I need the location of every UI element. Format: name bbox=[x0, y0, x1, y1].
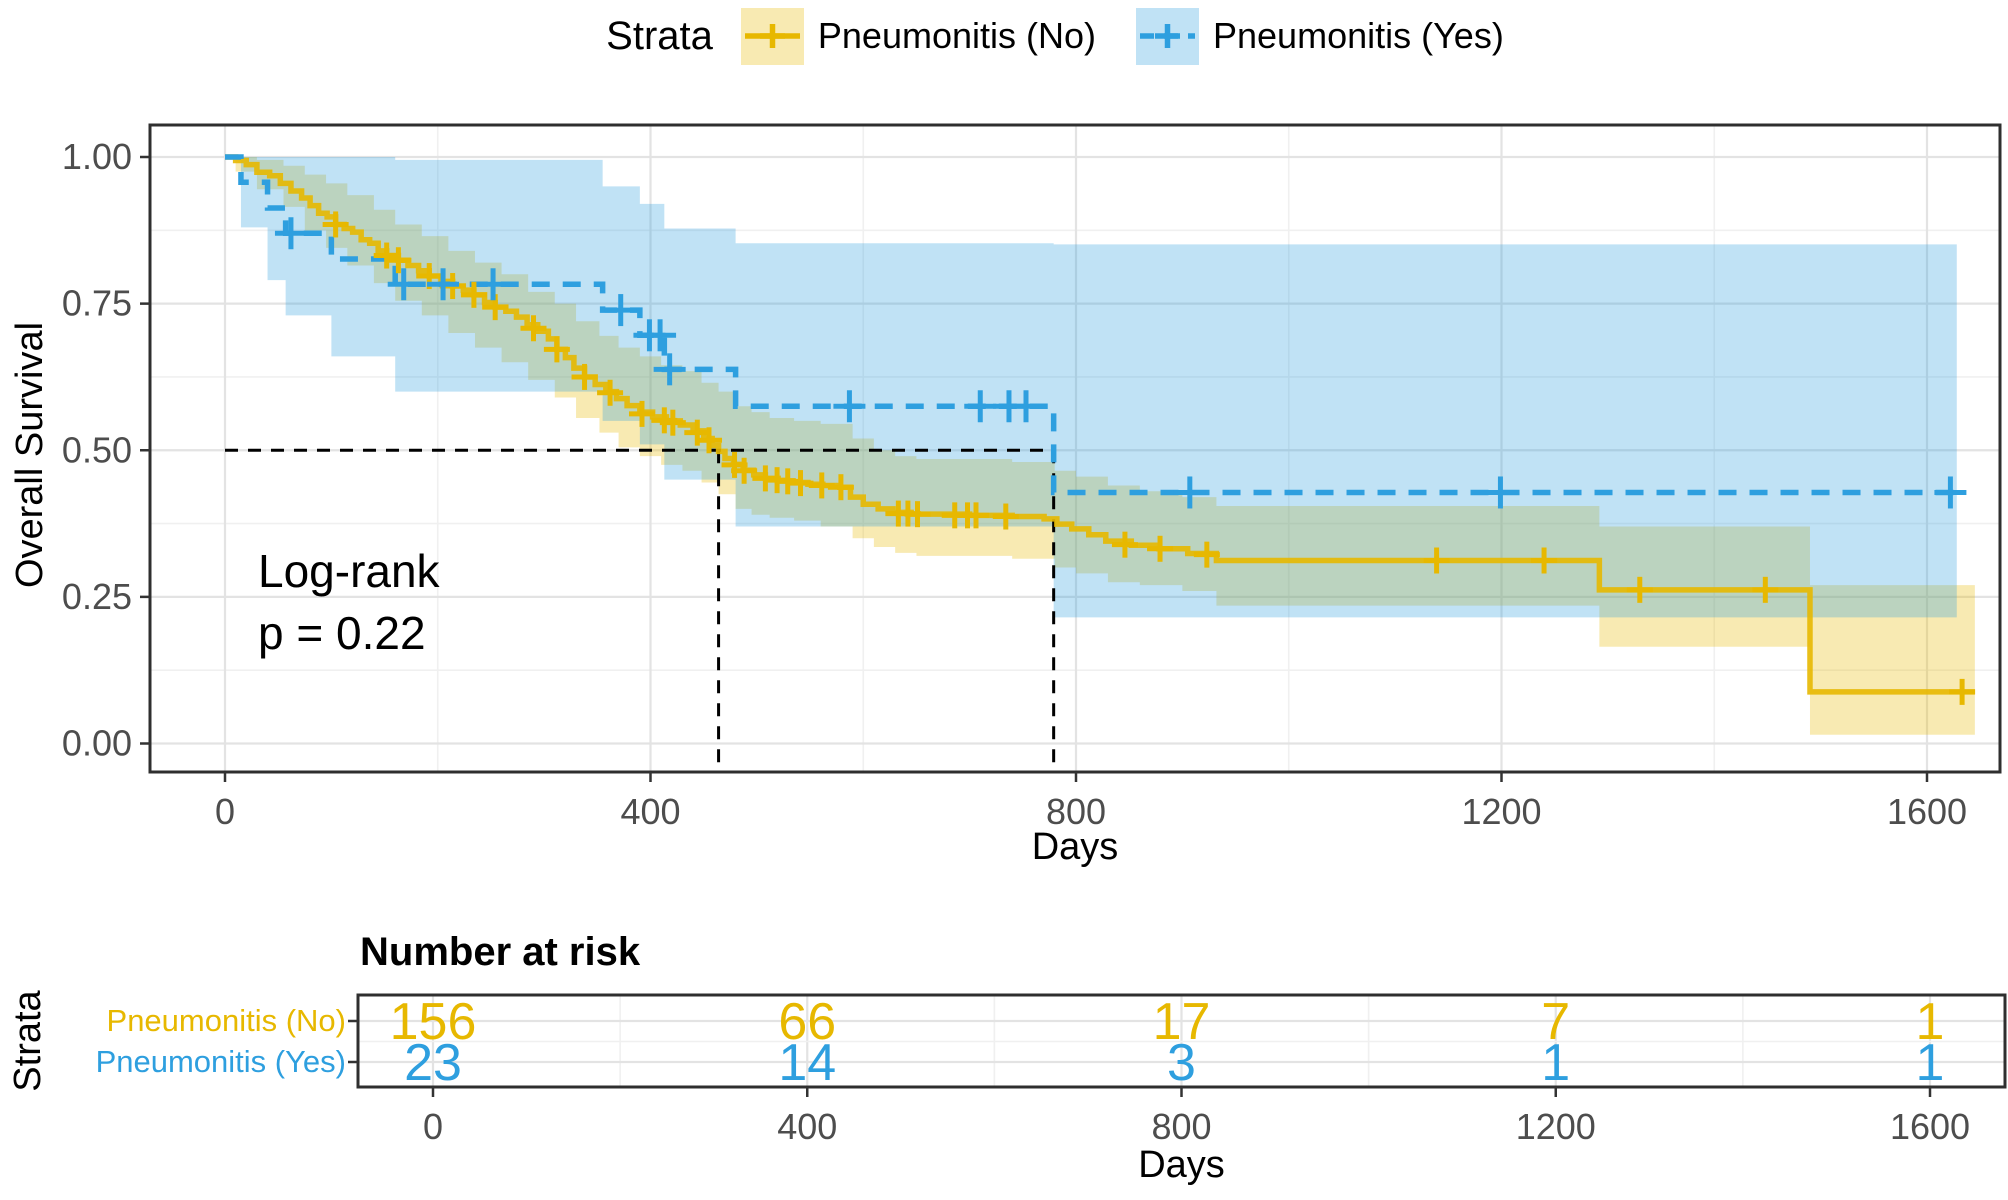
svg-text:0.00: 0.00 bbox=[62, 723, 132, 764]
svg-text:1.00: 1.00 bbox=[62, 136, 132, 177]
legend-key-yes-icon bbox=[1136, 7, 1199, 65]
svg-text:0.75: 0.75 bbox=[62, 283, 132, 324]
x-axis-title: Days bbox=[1031, 826, 1119, 868]
confidence-band-no bbox=[225, 157, 1975, 735]
median-reference-lines bbox=[225, 448, 1056, 772]
svg-text:0: 0 bbox=[215, 791, 235, 832]
svg-text:400: 400 bbox=[620, 791, 680, 832]
risk-number: 3 bbox=[1167, 1034, 1196, 1092]
legend-label-yes: Pneumonitis (Yes) bbox=[1213, 15, 1504, 56]
risk-table-title: Number at risk bbox=[360, 930, 641, 974]
risk-number: 17 bbox=[1153, 993, 1211, 1051]
main-gridlines bbox=[150, 125, 2000, 772]
svg-text:1600: 1600 bbox=[1887, 791, 1967, 832]
svg-text:400: 400 bbox=[777, 1106, 837, 1147]
risk-x-tick-labels: 0 400 800 1200 1600 bbox=[423, 1106, 1970, 1147]
confidence-band-yes bbox=[225, 157, 1957, 618]
y-axis-title: Overall Survival bbox=[9, 321, 51, 589]
svg-text:800: 800 bbox=[1151, 1106, 1211, 1147]
risk-number: 1 bbox=[1541, 1034, 1570, 1092]
svg-text:1200: 1200 bbox=[1516, 1106, 1596, 1147]
svg-text:0.25: 0.25 bbox=[62, 576, 132, 617]
svg-text:1600: 1600 bbox=[1890, 1106, 1970, 1147]
legend-label-no: Pneumonitis (No) bbox=[817, 15, 1096, 56]
legend-key-no-icon bbox=[740, 7, 804, 65]
logrank-annotation-line2: p = 0.22 bbox=[258, 607, 426, 659]
logrank-annotation: Log-rank p = 0.22 bbox=[258, 540, 440, 664]
main-axis-ticks bbox=[140, 155, 1929, 782]
svg-text:0: 0 bbox=[423, 1106, 443, 1147]
risk-number: 23 bbox=[404, 1034, 462, 1092]
svg-text:1200: 1200 bbox=[1461, 791, 1541, 832]
risk-number: 7 bbox=[1541, 993, 1570, 1051]
risk-number: 156 bbox=[390, 993, 477, 1051]
censor-marks-yes bbox=[274, 217, 1967, 509]
legend: Strata Pneumonitis (No) Pneumonitis (Yes… bbox=[150, 0, 2000, 72]
x-tick-labels: 0 400 800 1200 1600 bbox=[215, 791, 1967, 832]
risk-row-label-no: Pneumonitis (No) bbox=[106, 1003, 346, 1038]
risk-number: 66 bbox=[778, 993, 836, 1051]
risk-axis-ticks bbox=[348, 1019, 1932, 1097]
risk-number: 1 bbox=[1916, 1034, 1945, 1092]
censor-marks-no bbox=[322, 211, 1976, 705]
y-tick-labels: 0.00 0.25 0.50 0.75 1.00 bbox=[62, 136, 132, 764]
risk-number: 1 bbox=[1916, 993, 1945, 1051]
legend-title: Strata bbox=[606, 13, 713, 58]
svg-text:800: 800 bbox=[1046, 791, 1106, 832]
risk-row-label-yes: Pneumonitis (Yes) bbox=[95, 1044, 346, 1079]
logrank-annotation-line1: Log-rank bbox=[258, 545, 440, 597]
risk-number: 14 bbox=[778, 1034, 836, 1092]
risk-numbers: 156 66 17 7 123 14 3 1 1 bbox=[390, 993, 1945, 1092]
svg-text:0.50: 0.50 bbox=[62, 429, 132, 470]
risk-table-x-axis-title: Days bbox=[1138, 1144, 1225, 1186]
risk-gridlines bbox=[358, 995, 2005, 1087]
confidence-bands bbox=[225, 157, 1975, 735]
